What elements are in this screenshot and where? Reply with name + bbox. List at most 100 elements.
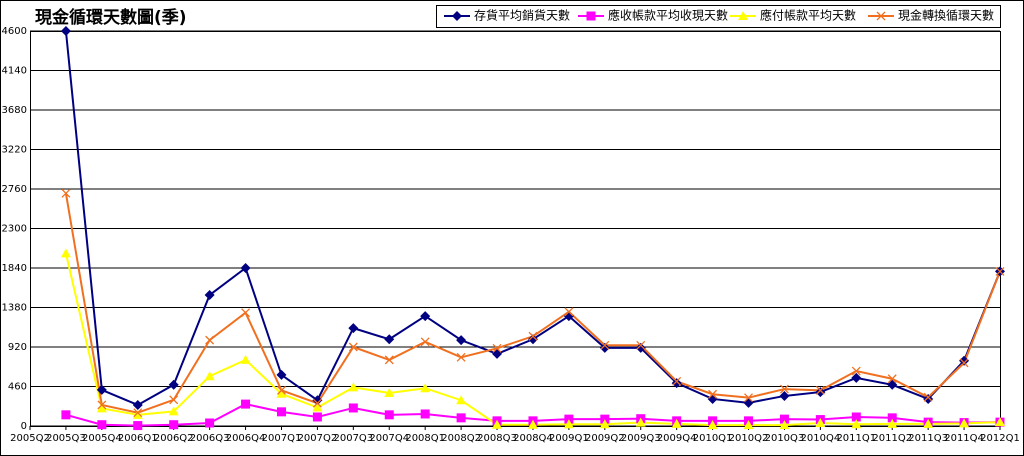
marker <box>169 395 179 405</box>
y-tick-label: 1840 <box>2 263 27 274</box>
marker <box>815 387 826 398</box>
marker <box>923 392 933 402</box>
y-tick-label: 4140 <box>2 66 27 77</box>
x-tick-label: 2006Q1 <box>118 433 158 444</box>
marker <box>887 374 897 384</box>
x-tick-label: 2010Q2 <box>729 433 769 444</box>
x-tick-label: 2011Q2 <box>872 433 912 444</box>
marker <box>241 399 251 409</box>
marker <box>61 188 71 198</box>
marker <box>851 372 862 383</box>
marker <box>527 334 538 345</box>
marker <box>779 390 790 401</box>
x-tick-label: 2007Q4 <box>369 433 409 444</box>
marker <box>420 311 431 322</box>
marker <box>168 406 179 416</box>
marker <box>312 398 322 408</box>
marker <box>923 418 934 428</box>
marker <box>312 412 322 422</box>
marker <box>635 342 646 353</box>
x-tick-label: 2006Q2 <box>154 433 194 444</box>
marker <box>564 307 574 317</box>
y-tick-label: 4600 <box>2 26 27 37</box>
x-tick-label: 2011Q3 <box>908 433 948 444</box>
marker <box>420 383 431 393</box>
marker <box>96 384 107 395</box>
x-tick-label: 2011Q1 <box>836 433 876 444</box>
chart-title: 現金循環天數圖(季) <box>35 7 187 28</box>
y-tick-label: 3680 <box>2 105 27 116</box>
x-tick-label: 2007Q2 <box>298 433 338 444</box>
x-tick-label: 2008Q1 <box>405 433 445 444</box>
marker <box>744 393 753 403</box>
marker <box>672 376 682 386</box>
marker <box>241 308 251 318</box>
x-tick-label: 2006Q3 <box>190 433 230 444</box>
marker <box>708 389 718 399</box>
x-tick-label: 2007Q1 <box>262 433 302 444</box>
y-tick-label: 3220 <box>2 145 27 156</box>
marker <box>452 11 462 21</box>
marker <box>599 419 610 429</box>
marker <box>492 419 503 429</box>
marker <box>205 335 215 345</box>
marker <box>456 395 467 405</box>
y-tick-label: 920 <box>8 342 27 353</box>
x-tick-label: 2010Q4 <box>801 433 841 444</box>
marker <box>96 403 107 413</box>
marker <box>564 414 574 424</box>
marker <box>276 369 287 380</box>
marker <box>133 408 143 418</box>
marker <box>779 420 790 430</box>
marker <box>887 413 897 423</box>
x-tick-label: 2009Q3 <box>621 433 661 444</box>
marker <box>384 387 395 397</box>
marker <box>851 366 861 376</box>
legend-text: 現金轉換循環天數 <box>898 8 994 23</box>
x-tick-label: 2009Q2 <box>585 433 625 444</box>
legend-text: 應付帳款平均天數 <box>760 8 856 23</box>
marker <box>276 407 286 417</box>
marker <box>707 420 718 430</box>
legend-text: 存貨平均銷貨天數 <box>474 8 570 23</box>
marker <box>456 335 467 346</box>
marker <box>168 379 179 390</box>
x-tick-label: 2008Q4 <box>513 433 553 444</box>
marker <box>527 419 538 429</box>
marker <box>384 355 394 365</box>
marker <box>743 420 754 430</box>
x-tick-label: 2005Q3 <box>46 433 86 444</box>
marker <box>204 290 215 301</box>
x-tick-label: 2010Q1 <box>693 433 733 444</box>
y-tick-label: 1380 <box>2 303 27 314</box>
marker <box>169 420 179 430</box>
marker <box>959 358 969 368</box>
marker <box>420 337 430 347</box>
marker <box>348 403 358 413</box>
marker <box>528 331 538 341</box>
marker <box>348 323 359 334</box>
x-tick-label: 2010Q3 <box>765 433 805 444</box>
marker <box>132 399 143 410</box>
x-tick-label: 2011Q4 <box>944 433 984 444</box>
marker <box>600 340 610 350</box>
marker <box>635 417 646 427</box>
legend-text: 應收帳款平均收現天數 <box>608 8 728 23</box>
x-tick-label: 2008Q3 <box>477 433 517 444</box>
marker <box>995 266 1005 276</box>
marker <box>204 371 215 381</box>
marker <box>959 418 970 428</box>
marker <box>240 354 251 364</box>
marker <box>205 418 215 428</box>
marker <box>456 413 466 423</box>
marker <box>384 334 395 345</box>
marker <box>492 343 502 353</box>
marker <box>851 412 861 422</box>
marker <box>312 395 323 406</box>
marker <box>600 414 610 424</box>
marker <box>887 418 898 428</box>
x-tick-label: 2005Q4 <box>82 433 122 444</box>
marker <box>815 385 825 395</box>
marker <box>779 384 789 394</box>
